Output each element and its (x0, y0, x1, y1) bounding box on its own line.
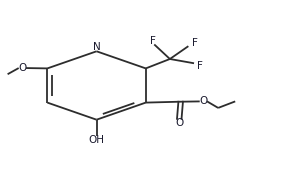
Text: O: O (18, 63, 26, 73)
Text: F: F (150, 36, 156, 46)
Text: F: F (192, 38, 198, 48)
Text: OH: OH (89, 135, 105, 145)
Text: N: N (93, 42, 101, 52)
Text: O: O (175, 118, 183, 128)
Text: F: F (197, 61, 203, 71)
Text: O: O (200, 96, 208, 106)
